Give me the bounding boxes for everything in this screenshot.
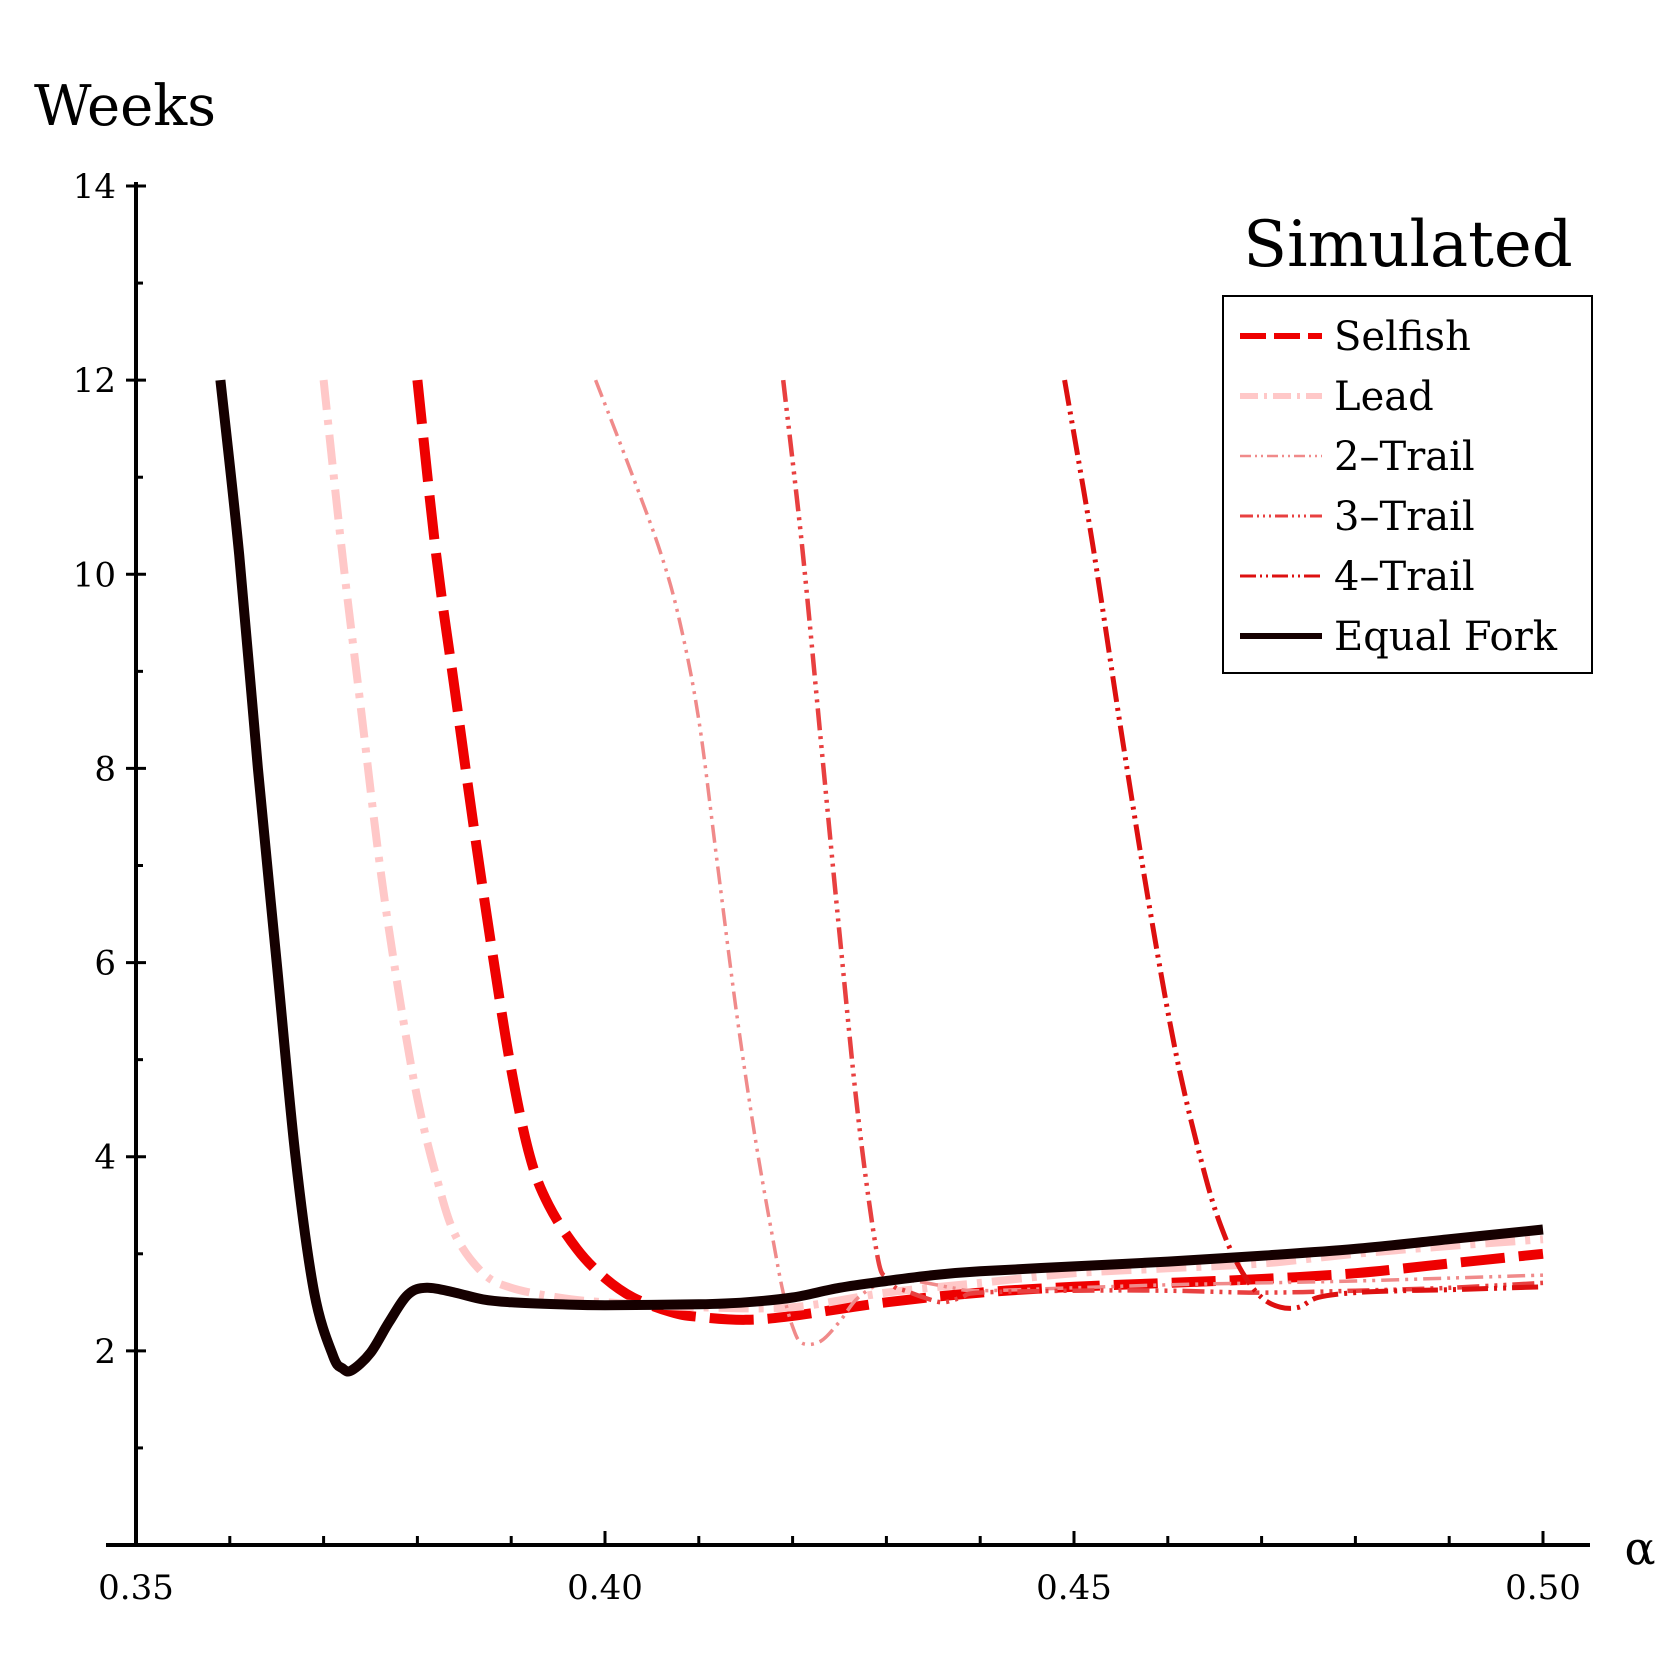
x-tick-label: 0.35 bbox=[98, 1568, 174, 1608]
x-tick-label: 0.40 bbox=[567, 1568, 643, 1608]
legend-label: Equal Fork bbox=[1334, 614, 1558, 660]
legend-item-selfish: Selfish bbox=[1240, 314, 1471, 360]
legend-item-4-trail: 4–Trail bbox=[1240, 554, 1475, 600]
x-axis-label: α bbox=[1624, 1521, 1655, 1575]
legend-item-2-trail: 2–Trail bbox=[1240, 434, 1475, 480]
series-line-3-trail bbox=[780, 379, 1544, 1305]
legend-label: Selfish bbox=[1334, 314, 1471, 360]
legend-label: Lead bbox=[1334, 374, 1434, 420]
y-tick-label: 10 bbox=[73, 555, 116, 595]
axes-layer: 0.35 0.40 0.45 0.50 2 4 6 8 10 12 14 Weeks α bbox=[34, 74, 1656, 1608]
x-ticks: 0.35 0.40 0.45 0.50 bbox=[98, 1531, 1581, 1608]
series-line-2-trail bbox=[593, 379, 1544, 1347]
y-ticks: 2 4 6 8 10 12 14 bbox=[73, 167, 146, 1450]
series-line-equal-fork bbox=[215, 379, 1544, 1377]
series-layer bbox=[215, 379, 1544, 1377]
legend: Selfish Lead 2–Trail 3–Trail 4–Trail Equal Fo… bbox=[1222, 295, 1593, 674]
y-tick-label: 2 bbox=[94, 1332, 116, 1372]
legend-item-equal-fork: Equal Fork bbox=[1240, 614, 1558, 660]
legend-box bbox=[1222, 295, 1593, 674]
y-tick-label: 8 bbox=[94, 749, 116, 789]
legend-items: Selfish Lead 2–Trail 3–Trail 4–Trail Equal Fo… bbox=[1240, 314, 1558, 660]
y-tick-label: 4 bbox=[94, 1138, 116, 1178]
x-tick-label: 0.45 bbox=[1036, 1568, 1112, 1608]
legend-item-3-trail: 3–Trail bbox=[1240, 494, 1475, 540]
y-tick-label: 14 bbox=[73, 167, 116, 207]
y-tick-label: 12 bbox=[73, 361, 116, 401]
y-axis-label: Weeks bbox=[34, 74, 216, 139]
legend-label: 4–Trail bbox=[1334, 554, 1475, 600]
x-tick-label: 0.50 bbox=[1505, 1568, 1581, 1608]
series-line-4-trail bbox=[1062, 379, 1544, 1311]
chart-title: Simulated bbox=[1243, 208, 1572, 282]
y-tick-label: 6 bbox=[94, 944, 116, 984]
legend-label: 3–Trail bbox=[1334, 494, 1475, 540]
series-line-lead bbox=[319, 379, 1544, 1313]
legend-label: 2–Trail bbox=[1334, 434, 1475, 480]
legend-item-lead: Lead bbox=[1240, 374, 1434, 420]
